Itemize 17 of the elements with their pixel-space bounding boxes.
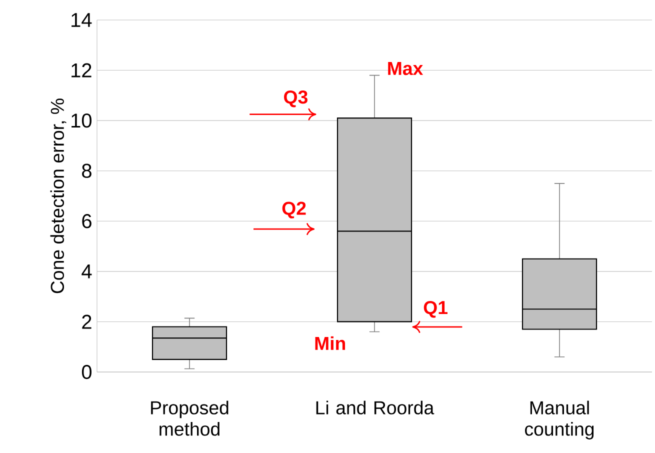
- y-tick-label: 10: [72, 113, 92, 128]
- x-tick-label: Li and Roorda: [316, 400, 434, 414]
- x-tick-label: Proposed method: [151, 400, 228, 436]
- y-tick-label: 14: [72, 13, 92, 27]
- annotation: Max: [388, 62, 424, 76]
- annotation: Q1: [424, 300, 448, 318]
- y-tick-label: 0: [82, 364, 92, 380]
- y-tick-label: 4: [82, 264, 92, 278]
- annotation: Min: [315, 336, 346, 350]
- y-tick-label: 2: [82, 314, 92, 329]
- annotation: Q3: [284, 90, 308, 108]
- x-tick-label: Manual counting: [525, 400, 594, 440]
- y-tick-label: 12: [72, 63, 92, 78]
- annotation: Q2: [282, 202, 306, 218]
- y-axis-title: Cone detection error, %: [50, 98, 66, 294]
- y-tick-label: 8: [82, 164, 92, 178]
- y-tick-label: 6: [82, 214, 92, 228]
